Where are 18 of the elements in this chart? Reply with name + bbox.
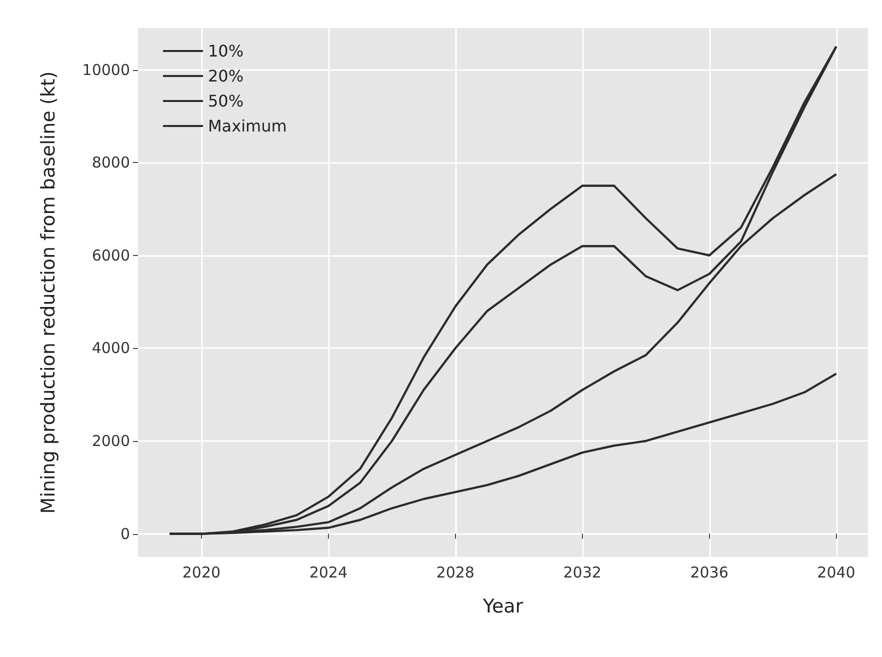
x-tick-label: 2028 — [436, 564, 474, 582]
y-tick-label: 0 — [120, 524, 130, 543]
y-tick-label: 6000 — [92, 246, 130, 264]
y-tick-label: 8000 — [92, 154, 130, 172]
legend-label: Maximum — [208, 116, 287, 136]
legend-label: 20% — [208, 66, 244, 86]
x-tick-label: 2040 — [817, 564, 856, 582]
x-tick-label: 2036 — [690, 564, 728, 582]
x-tick-label: 2024 — [309, 564, 348, 582]
x-tick-label: 2032 — [563, 564, 602, 582]
y-tick-label: 10000 — [82, 60, 130, 79]
legend-label: 10% — [208, 42, 244, 60]
y-axis-title: Mining production reduction from baseline (kt) — [38, 71, 60, 514]
y-tick-label: 4000 — [92, 339, 130, 358]
y-tick-label: 2000 — [92, 432, 130, 450]
legend-label: 50% — [208, 92, 244, 110]
x-axis-title: Year — [482, 596, 524, 618]
x-tick-label: 2020 — [182, 564, 221, 582]
